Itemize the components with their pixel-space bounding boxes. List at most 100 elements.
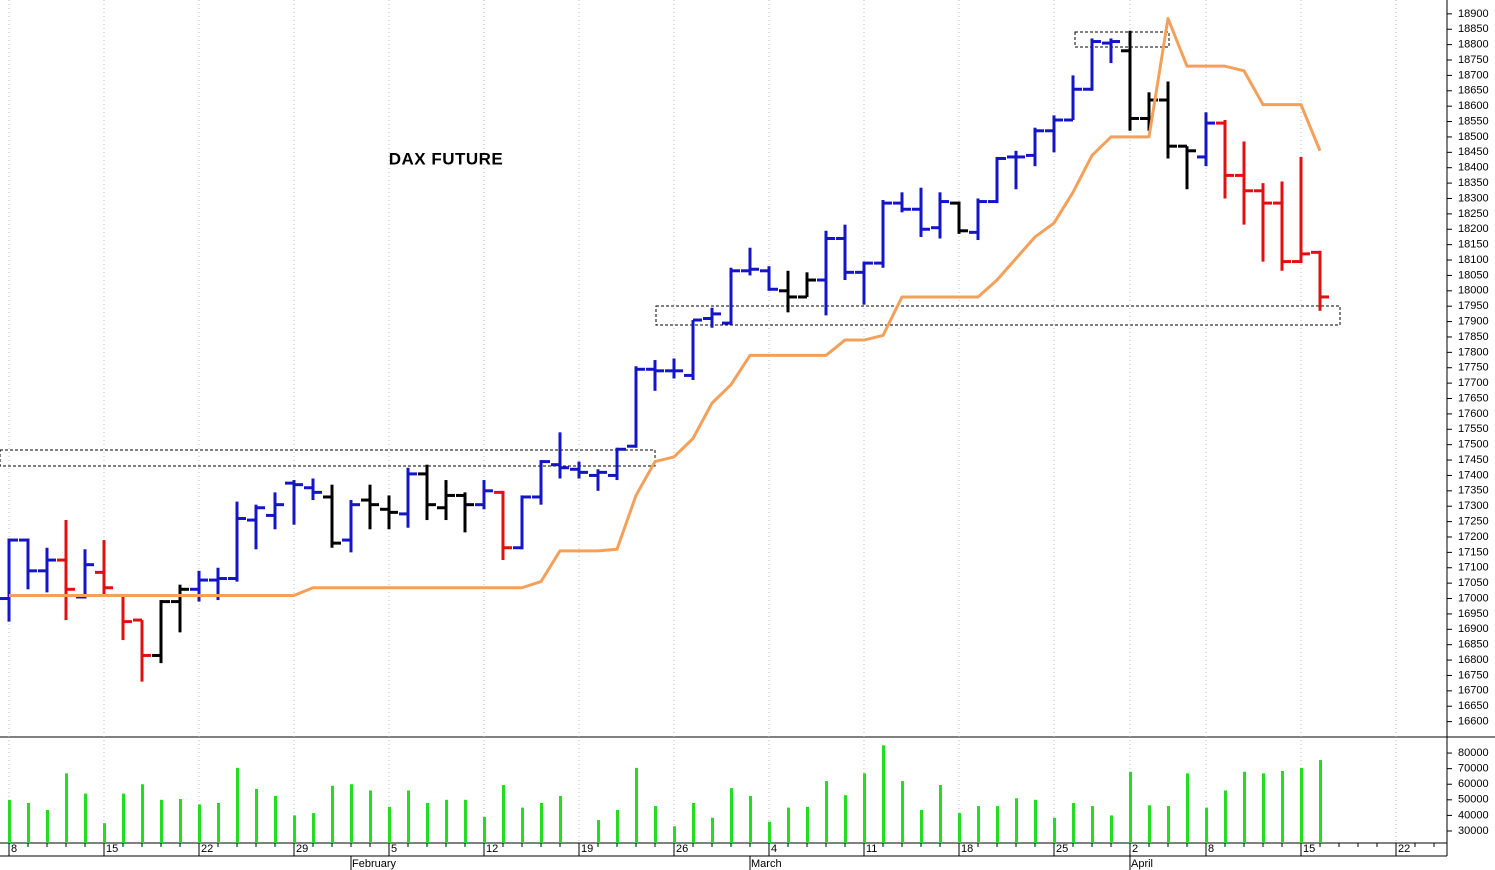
month-label: March (751, 858, 782, 870)
volume-bar (901, 781, 904, 843)
volume-bar (806, 806, 809, 843)
volume-bar (730, 788, 733, 843)
y-tick-label: 18200 (1458, 223, 1489, 235)
y-tick-label: 17200 (1458, 531, 1489, 543)
volume-bar (977, 806, 980, 843)
x-tick-label: 22 (1398, 843, 1410, 855)
y-tick-label: 17900 (1458, 315, 1489, 327)
volume-bar (407, 790, 410, 843)
y-tick-label: 18300 (1458, 192, 1489, 204)
y-tick-label: 18000 (1458, 285, 1489, 297)
volume-bar (46, 809, 49, 843)
volume-bar (388, 806, 391, 843)
zone-box (1074, 31, 1170, 48)
y-tick-label: 18400 (1458, 162, 1489, 174)
y-tick-label: 16700 (1458, 685, 1489, 697)
y-tick-label: 40000 (1458, 809, 1489, 821)
volume-bar (1224, 790, 1227, 843)
y-tick-label: 18800 (1458, 39, 1489, 51)
volume-bar (958, 813, 961, 843)
x-tick-label: 25 (1056, 843, 1068, 855)
volume-bar (825, 781, 828, 843)
volume-bar (882, 745, 885, 843)
y-tick-label: 17000 (1458, 592, 1489, 604)
volume-bar (654, 806, 657, 843)
y-tick-label: 17950 (1458, 300, 1489, 312)
volume-bar (692, 802, 695, 843)
x-tick-label: 29 (296, 843, 308, 855)
volume-bar (559, 795, 562, 843)
volume-bar (1243, 771, 1246, 843)
y-tick-label: 17750 (1458, 362, 1489, 374)
volume-bar (141, 784, 144, 843)
volume-bar (768, 821, 771, 843)
volume-bar (711, 817, 714, 843)
volume-bar (502, 785, 505, 843)
volume-bar (179, 799, 182, 843)
volume-bar (635, 767, 638, 843)
volume-bar (103, 823, 106, 843)
volume-bar (255, 788, 258, 843)
volume-bar (8, 799, 11, 843)
volume-bar (1053, 817, 1056, 843)
x-tick-label: 8 (11, 843, 17, 855)
x-tick-label: 4 (771, 843, 777, 855)
y-tick-label: 17250 (1458, 515, 1489, 527)
month-label: February (352, 858, 397, 870)
y-tick-label: 16600 (1458, 716, 1489, 728)
volume-bar (1319, 760, 1322, 843)
y-tick-label: 18550 (1458, 115, 1489, 127)
volume-bar (597, 820, 600, 843)
y-tick-label: 50000 (1458, 794, 1489, 806)
y-tick-label: 18050 (1458, 269, 1489, 281)
y-tick-label: 80000 (1458, 747, 1489, 759)
volume-bar (787, 807, 790, 843)
volume-bar (483, 816, 486, 843)
volume-bar (293, 815, 296, 843)
y-tick-label: 18750 (1458, 54, 1489, 66)
volume-bar (122, 793, 125, 843)
y-tick-label: 17300 (1458, 500, 1489, 512)
x-tick-label: 12 (486, 843, 498, 855)
y-tick-label: 17650 (1458, 392, 1489, 404)
volume-bar (27, 802, 30, 843)
volume-bar (236, 767, 239, 843)
y-tick-label: 18100 (1458, 254, 1489, 266)
volume-bar (312, 813, 315, 843)
y-tick-label: 18350 (1458, 177, 1489, 189)
x-tick-label: 22 (201, 843, 213, 855)
y-tick-label: 18150 (1458, 239, 1489, 251)
volume-bar (1091, 806, 1094, 843)
volume-bar (350, 784, 353, 843)
volume-bar (1262, 773, 1265, 843)
volume-bar (1110, 815, 1113, 843)
y-tick-label: 18900 (1458, 8, 1489, 20)
y-tick-label: 18250 (1458, 208, 1489, 220)
volume-bar (1034, 799, 1037, 843)
y-tick-label: 18600 (1458, 100, 1489, 112)
y-tick-label: 17400 (1458, 469, 1489, 481)
x-tick-label: 15 (106, 843, 118, 855)
volume-bar (426, 802, 429, 843)
x-tick-label: 2 (1132, 843, 1138, 855)
y-tick-label: 17350 (1458, 485, 1489, 497)
volume-bar (1072, 802, 1075, 843)
y-tick-label: 16750 (1458, 669, 1489, 681)
volume-bar (540, 802, 543, 843)
y-tick-label: 18700 (1458, 69, 1489, 81)
x-tick-label: 5 (391, 843, 397, 855)
month-label: April (1131, 858, 1153, 870)
x-tick-label: 8 (1208, 843, 1214, 855)
volume-bar (464, 799, 467, 843)
volume-bar (1015, 798, 1018, 843)
x-tick-label: 18 (961, 843, 973, 855)
zone-box (0, 449, 656, 467)
y-tick-label: 60000 (1458, 778, 1489, 790)
trail-line (9, 16, 1322, 597)
y-tick-label: 18450 (1458, 146, 1489, 158)
x-tick-label: 15 (1303, 843, 1315, 855)
y-tick-label: 17800 (1458, 346, 1489, 358)
y-tick-label: 16850 (1458, 639, 1489, 651)
x-tick-label: 11 (866, 843, 877, 855)
y-tick-label: 17150 (1458, 546, 1489, 558)
